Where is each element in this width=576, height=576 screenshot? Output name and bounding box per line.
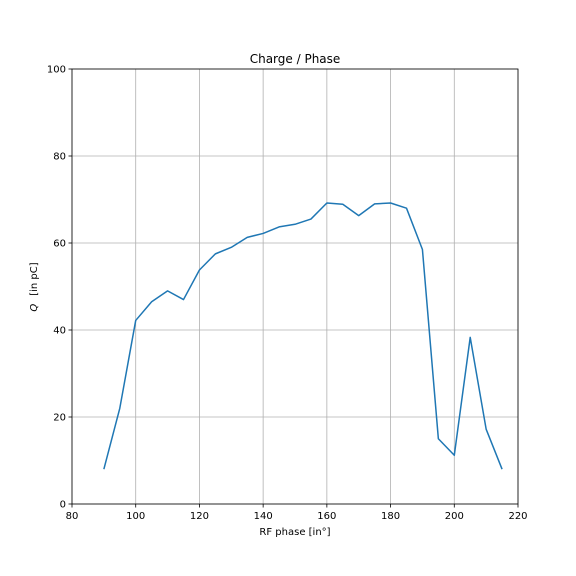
x-tick-label: 120 [190, 511, 209, 522]
ticks: 80 100 120 140 160 180 200 220 0 20 40 60 80 100 [47, 65, 528, 523]
y-axis-label-group: Q [in pC] [29, 262, 40, 311]
plot-frame [71, 68, 519, 505]
y-axis-label-symbol: Q [29, 304, 40, 312]
y-tick-label: 40 [53, 326, 66, 337]
y-tick-label: 80 [53, 152, 66, 163]
x-axis-label: RF phase [in°] [259, 527, 330, 538]
series-line-0 [103, 202, 503, 470]
series-layer [103, 202, 503, 470]
y-tick-label: 0 [60, 500, 66, 511]
y-tick-label: 100 [47, 65, 66, 76]
x-tick-label: 80 [66, 511, 79, 522]
x-tick-label: 180 [381, 511, 400, 522]
y-tick-label: 60 [53, 239, 66, 250]
y-tick-label: 20 [53, 413, 66, 424]
x-tick-label: 160 [317, 511, 336, 522]
x-tick-label: 100 [126, 511, 145, 522]
y-axis-label-units: [in pC] [29, 262, 40, 296]
x-tick-label: 140 [254, 511, 273, 522]
x-tick-label: 220 [508, 511, 527, 522]
chart-title: Charge / Phase [250, 52, 341, 66]
x-tick-label: 200 [445, 511, 464, 522]
y-axis-label: Q [in pC] [29, 262, 40, 311]
